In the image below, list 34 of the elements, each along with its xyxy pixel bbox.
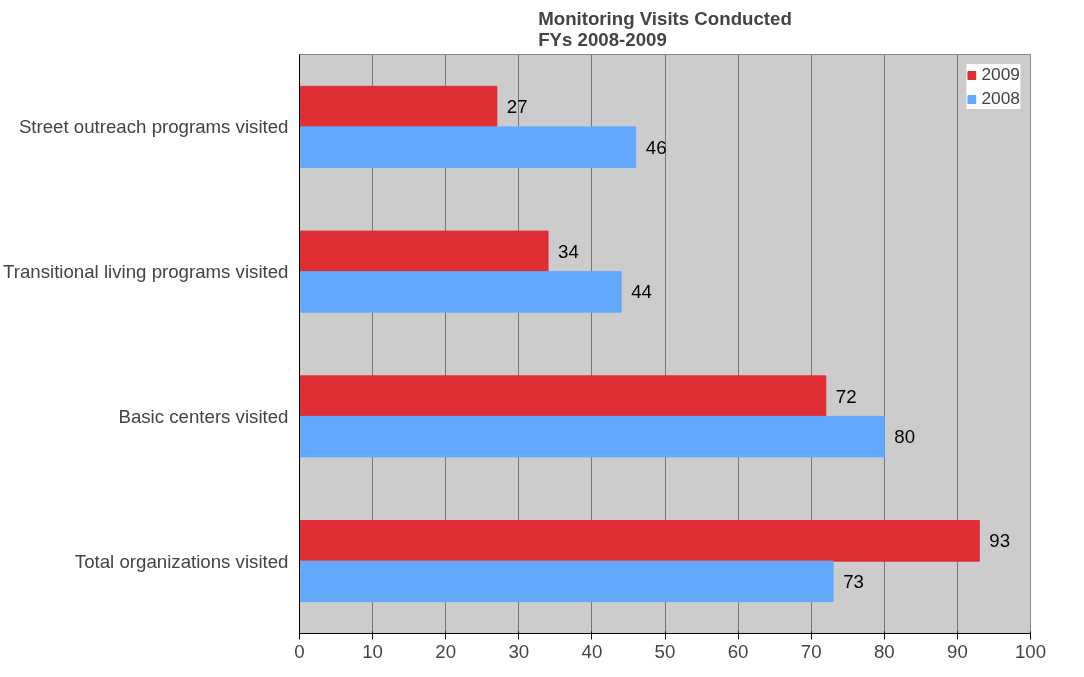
x-tick-label: 70 <box>800 640 822 662</box>
legend-label: 2008 <box>981 88 1020 109</box>
bar <box>299 85 498 128</box>
x-tick-label: 0 <box>294 640 305 662</box>
y-tick-label: Transitional living programs visited <box>3 261 289 283</box>
data-label: 46 <box>645 136 667 158</box>
x-tick-label: 100 <box>1014 640 1047 662</box>
x-tick-label: 10 <box>362 640 383 662</box>
x-tick-label: 40 <box>581 640 603 662</box>
bar <box>299 230 549 273</box>
chart-title: Monitoring Visits Conducted FYs 2008-2009 <box>538 7 792 50</box>
data-label: 34 <box>558 240 579 262</box>
x-tick-label: 80 <box>873 640 895 662</box>
data-label: 72 <box>835 385 857 407</box>
data-label: 44 <box>631 281 652 303</box>
x-tick-label: 60 <box>727 640 749 662</box>
bar <box>299 415 885 458</box>
y-tick-label: Street outreach programs visited <box>18 116 289 138</box>
x-tick-label: 30 <box>508 640 530 662</box>
bar <box>299 560 834 603</box>
legend-label: 2009 <box>981 64 1020 85</box>
bar <box>299 520 980 562</box>
data-label: 93 <box>989 530 1011 552</box>
x-tick-label: 20 <box>435 640 457 662</box>
data-label: 80 <box>894 426 916 448</box>
data-label: 27 <box>506 96 528 118</box>
y-tick-label: Total organizations visited <box>74 550 289 572</box>
x-tick-label: 90 <box>947 640 968 662</box>
y-tick-label: Basic centers visited <box>118 405 289 427</box>
bar <box>299 126 637 168</box>
x-tick-label: 50 <box>654 640 676 662</box>
data-label: 73 <box>843 570 864 592</box>
bar <box>299 375 827 417</box>
bar <box>299 271 622 313</box>
